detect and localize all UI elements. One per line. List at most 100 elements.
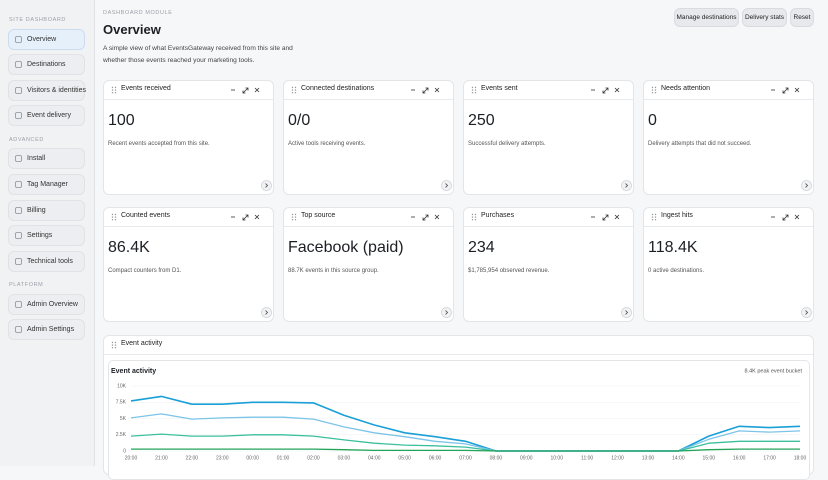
- expand-button[interactable]: [261, 307, 272, 318]
- chevron: [625, 310, 629, 315]
- dot: [114, 347, 117, 349]
- chart-note: 8.4K peak event bucket: [745, 368, 803, 374]
- icon-close: [434, 87, 440, 93]
- button[interactable]: Manage destinations: [674, 8, 739, 27]
- dot: [654, 86, 657, 89]
- nav-item[interactable]: Tag Manager: [8, 173, 85, 195]
- x-tick-label: 02:00: [307, 455, 320, 461]
- drag-handle: [111, 341, 117, 349]
- card-value: 118.4K: [648, 239, 698, 256]
- x-tick-label: 17:00: [763, 455, 776, 461]
- nav-item[interactable]: Event delivery: [8, 105, 85, 127]
- chevron: [265, 310, 269, 315]
- dot: [294, 216, 297, 218]
- y-tick-label: 2.5K: [116, 432, 127, 438]
- chevron: [445, 310, 449, 315]
- nav-item[interactable]: Destinations: [8, 54, 85, 76]
- x-tick-label: 10:00: [550, 455, 563, 461]
- button[interactable]: Delivery stats: [742, 8, 787, 27]
- drag-handle: [291, 213, 297, 221]
- x-tick-label: 23:00: [216, 455, 229, 461]
- nav-item[interactable]: Settings: [8, 225, 85, 247]
- card-value: 250: [468, 112, 495, 129]
- x-tick-label: 05:00: [398, 455, 411, 461]
- dot: [111, 213, 114, 216]
- dot: [474, 86, 477, 89]
- expand-button[interactable]: [441, 180, 452, 191]
- icon: [15, 155, 22, 163]
- drag-handle: [471, 86, 477, 94]
- x-tick-label: 01:00: [277, 455, 290, 461]
- dot: [114, 341, 117, 344]
- card-controls: [411, 87, 440, 94]
- icon-close: [794, 87, 800, 93]
- stat-card: Ingest hits 118.4K 0 active destinations.: [643, 207, 814, 322]
- dot: [114, 213, 117, 216]
- series-line: [130, 395, 801, 452]
- card-description: Active tools receiving events.: [288, 141, 366, 147]
- icon: [15, 35, 22, 43]
- icon: [15, 232, 22, 239]
- icon-expand: [782, 87, 789, 94]
- stat-card: Needs attention 0 Delivery attempts that d…: [643, 80, 814, 195]
- expand-button[interactable]: [801, 307, 812, 318]
- card-value: 0: [648, 112, 657, 129]
- icon-shape: [15, 180, 22, 188]
- expand-button[interactable]: [801, 180, 812, 191]
- drag-handle: [651, 213, 657, 221]
- card-title: Ingest hits: [661, 212, 693, 219]
- expand-button[interactable]: [441, 307, 452, 318]
- button-circle: [801, 180, 812, 191]
- chevron: [805, 310, 809, 315]
- card-description: Delivery attempts that did not succeed.: [648, 141, 752, 147]
- dot: [114, 92, 117, 94]
- icon-close: [794, 214, 800, 220]
- button-circle: [441, 180, 452, 191]
- chart-title: Event activity: [111, 368, 156, 375]
- card-title: Top source: [301, 212, 336, 219]
- icon: [15, 112, 22, 120]
- icon-shape: [15, 206, 22, 214]
- nav-item[interactable]: Install: [8, 148, 85, 170]
- card-header: Ingest hits: [644, 208, 813, 227]
- nav-item[interactable]: Admin Settings: [8, 319, 85, 341]
- x-tick-label: 13:00: [642, 455, 655, 461]
- card-title: Needs attention: [661, 85, 711, 92]
- card-title: Purchases: [481, 212, 515, 219]
- button-circle: [621, 307, 632, 318]
- nav-item[interactable]: Overview: [8, 28, 85, 50]
- nav-item[interactable]: Billing: [8, 199, 85, 221]
- x-tick-label: 09:00: [520, 455, 533, 461]
- button[interactable]: Reset: [790, 8, 814, 27]
- page-title: Overview: [103, 22, 161, 37]
- icon-shape: [15, 112, 22, 120]
- card-value: 100: [108, 112, 135, 129]
- x-tick-label: 04:00: [368, 455, 381, 461]
- expand-button[interactable]: [621, 307, 632, 318]
- icon-expand: [422, 214, 429, 221]
- icon-shape: [15, 35, 22, 43]
- drag-handle: [111, 86, 117, 94]
- dot: [114, 344, 117, 346]
- nav-item[interactable]: Technical tools: [8, 250, 85, 272]
- dot: [474, 219, 477, 221]
- card-value: Facebook (paid): [288, 239, 404, 256]
- x-tick-label: 00:00: [246, 455, 259, 461]
- expand-button[interactable]: [261, 180, 272, 191]
- series-line: [130, 413, 801, 452]
- dot: [114, 216, 117, 218]
- x-tick-label: 20:00: [125, 455, 138, 461]
- card-header: Needs attention: [644, 81, 813, 100]
- card-value: 234: [468, 239, 495, 256]
- icon-expand: [782, 214, 789, 221]
- card-description: $1,785,954 observed revenue.: [468, 268, 550, 274]
- dot: [111, 216, 114, 218]
- nav-item[interactable]: Visitors & identities: [8, 79, 86, 101]
- card-description: 88.7K events in this source group.: [288, 268, 379, 274]
- card-value: 0/0: [288, 112, 311, 129]
- dot: [474, 216, 477, 218]
- dot: [291, 216, 294, 218]
- series-line: [130, 433, 800, 452]
- nav-item[interactable]: Admin Overview: [8, 293, 85, 315]
- expand-button[interactable]: [621, 180, 632, 191]
